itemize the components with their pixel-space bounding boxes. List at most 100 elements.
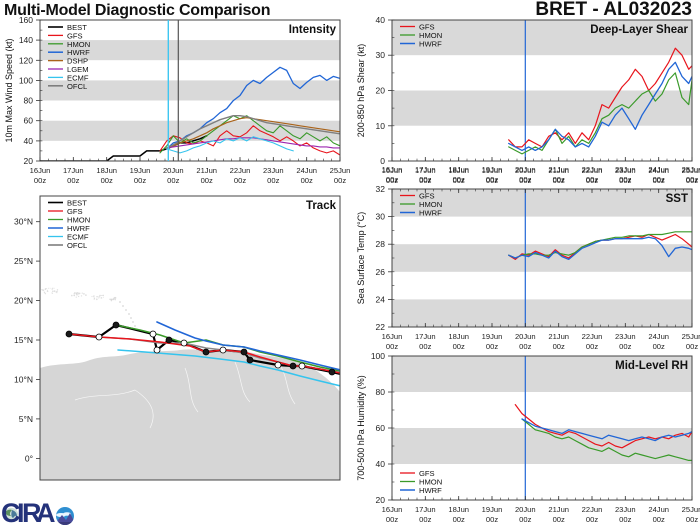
svg-text:60: 60 bbox=[376, 423, 386, 433]
svg-text:17Jun: 17Jun bbox=[415, 165, 436, 174]
svg-text:10°N: 10°N bbox=[14, 375, 33, 385]
svg-text:00z: 00z bbox=[386, 342, 398, 351]
svg-text:21Jun: 21Jun bbox=[548, 332, 569, 341]
svg-text:00z: 00z bbox=[486, 342, 498, 351]
svg-text:00z: 00z bbox=[386, 515, 398, 524]
svg-text:HWRF: HWRF bbox=[419, 486, 442, 495]
svg-text:19Jun: 19Jun bbox=[482, 165, 503, 174]
svg-text:21Jun: 21Jun bbox=[548, 165, 569, 174]
svg-text:00z: 00z bbox=[453, 175, 465, 184]
svg-text:00z: 00z bbox=[234, 176, 246, 185]
svg-text:00z: 00z bbox=[453, 515, 465, 524]
svg-text:16Jun: 16Jun bbox=[30, 166, 51, 175]
svg-text:A: A bbox=[36, 498, 56, 525]
svg-text:00z: 00z bbox=[619, 175, 631, 184]
svg-text:20Jun: 20Jun bbox=[515, 505, 536, 514]
svg-text:00z: 00z bbox=[553, 515, 565, 524]
svg-text:00z: 00z bbox=[653, 342, 665, 351]
svg-text:22Jun: 22Jun bbox=[582, 505, 603, 514]
svg-text:10: 10 bbox=[376, 121, 386, 131]
svg-text:00z: 00z bbox=[267, 176, 279, 185]
svg-text:00z: 00z bbox=[519, 515, 531, 524]
svg-text:40: 40 bbox=[376, 15, 386, 25]
svg-text:00z: 00z bbox=[419, 515, 431, 524]
svg-text:30°N: 30°N bbox=[14, 217, 33, 227]
svg-text:25Jun: 25Jun bbox=[682, 332, 700, 341]
svg-text:00z: 00z bbox=[419, 342, 431, 351]
svg-text:20°N: 20°N bbox=[14, 296, 33, 306]
svg-text:16Jun: 16Jun bbox=[382, 332, 403, 341]
svg-text:19Jun: 19Jun bbox=[130, 166, 151, 175]
svg-text:20: 20 bbox=[376, 86, 386, 96]
svg-text:00z: 00z bbox=[101, 176, 113, 185]
svg-text:40: 40 bbox=[24, 136, 34, 146]
svg-text:20Jun: 20Jun bbox=[163, 166, 184, 175]
svg-text:20Jun: 20Jun bbox=[515, 332, 536, 341]
svg-text:HWRF: HWRF bbox=[419, 40, 442, 49]
svg-text:22Jun: 22Jun bbox=[230, 166, 251, 175]
svg-text:24Jun: 24Jun bbox=[648, 332, 669, 341]
svg-text:20: 20 bbox=[24, 156, 34, 166]
svg-text:22Jun: 22Jun bbox=[582, 165, 603, 174]
svg-text:00z: 00z bbox=[619, 515, 631, 524]
svg-text:25Jun: 25Jun bbox=[682, 505, 700, 514]
svg-text:120: 120 bbox=[19, 55, 33, 65]
svg-text:Track: Track bbox=[306, 200, 337, 212]
svg-text:00z: 00z bbox=[334, 176, 346, 185]
svg-text:00z: 00z bbox=[386, 175, 398, 184]
svg-text:17Jun: 17Jun bbox=[415, 332, 436, 341]
svg-text:00z: 00z bbox=[201, 176, 213, 185]
svg-text:Intensity: Intensity bbox=[289, 24, 337, 36]
svg-text:00z: 00z bbox=[553, 342, 565, 351]
svg-text:00z: 00z bbox=[34, 176, 46, 185]
svg-text:00z: 00z bbox=[586, 342, 598, 351]
svg-text:00z: 00z bbox=[519, 175, 531, 184]
svg-text:23Jun: 23Jun bbox=[615, 332, 636, 341]
svg-text:200-850 hPa Shear (kt): 200-850 hPa Shear (kt) bbox=[356, 44, 366, 138]
svg-text:28: 28 bbox=[376, 239, 386, 249]
svg-text:23Jun: 23Jun bbox=[615, 505, 636, 514]
svg-text:80: 80 bbox=[24, 96, 34, 106]
svg-text:17Jun: 17Jun bbox=[415, 505, 436, 514]
svg-text:32: 32 bbox=[376, 184, 386, 194]
svg-text:700-500 hPa Humidity (%): 700-500 hPa Humidity (%) bbox=[356, 375, 366, 481]
svg-text:16Jun: 16Jun bbox=[382, 165, 403, 174]
svg-text:Sea Surface Temp (°C): Sea Surface Temp (°C) bbox=[356, 212, 366, 304]
svg-text:HWRF: HWRF bbox=[419, 209, 442, 218]
svg-text:SST: SST bbox=[666, 193, 688, 205]
svg-text:18Jun: 18Jun bbox=[448, 505, 469, 514]
svg-text:5°N: 5°N bbox=[19, 414, 33, 424]
svg-text:00z: 00z bbox=[619, 342, 631, 351]
svg-text:24Jun: 24Jun bbox=[648, 165, 669, 174]
svg-text:10m Max Wind Speed (kt): 10m Max Wind Speed (kt) bbox=[4, 38, 14, 142]
svg-text:00z: 00z bbox=[419, 175, 431, 184]
svg-text:00z: 00z bbox=[586, 175, 598, 184]
svg-text:00z: 00z bbox=[686, 175, 698, 184]
svg-text:00z: 00z bbox=[486, 515, 498, 524]
svg-text:00z: 00z bbox=[686, 342, 698, 351]
svg-text:23Jun: 23Jun bbox=[263, 166, 284, 175]
svg-text:BRET - AL032023: BRET - AL032023 bbox=[535, 0, 692, 20]
svg-text:18Jun: 18Jun bbox=[448, 332, 469, 341]
svg-text:00z: 00z bbox=[486, 175, 498, 184]
svg-text:17Jun: 17Jun bbox=[63, 166, 84, 175]
svg-text:OFCL: OFCL bbox=[67, 241, 87, 250]
svg-text:100: 100 bbox=[371, 351, 385, 361]
svg-text:100: 100 bbox=[19, 75, 33, 85]
svg-text:18Jun: 18Jun bbox=[96, 166, 117, 175]
svg-text:25°N: 25°N bbox=[14, 256, 33, 266]
svg-text:22: 22 bbox=[376, 322, 386, 332]
svg-text:16Jun: 16Jun bbox=[382, 505, 403, 514]
svg-text:00z: 00z bbox=[519, 342, 531, 351]
svg-text:19Jun: 19Jun bbox=[482, 505, 503, 514]
svg-text:00z: 00z bbox=[301, 176, 313, 185]
svg-text:80: 80 bbox=[376, 387, 386, 397]
svg-text:25Jun: 25Jun bbox=[682, 165, 700, 174]
svg-text:26: 26 bbox=[376, 267, 386, 277]
svg-text:18Jun: 18Jun bbox=[448, 165, 469, 174]
svg-text:00z: 00z bbox=[686, 515, 698, 524]
svg-text:Mid-Level RH: Mid-Level RH bbox=[615, 360, 688, 372]
svg-text:20: 20 bbox=[376, 495, 386, 505]
svg-text:60: 60 bbox=[24, 116, 34, 126]
svg-text:24: 24 bbox=[376, 294, 386, 304]
